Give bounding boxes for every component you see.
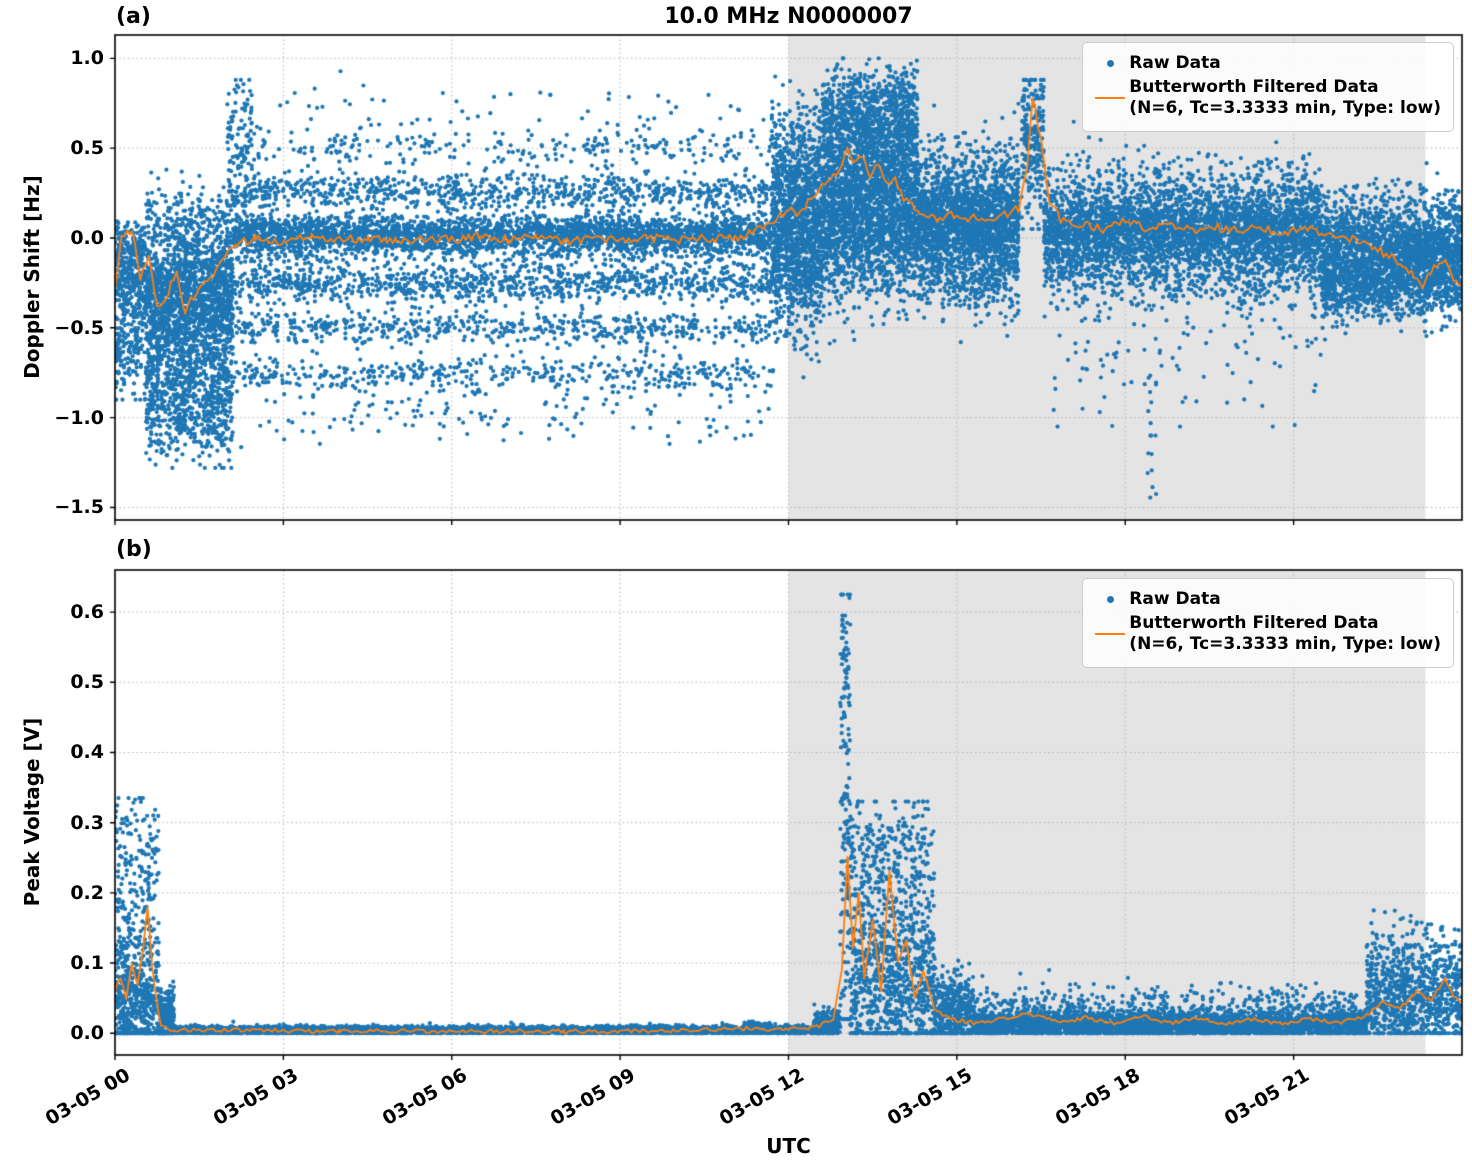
legend-raw-entry: Raw Data xyxy=(1091,589,1441,610)
legend-panel-b: Raw Data Butterworth Filtered Data (N=6,… xyxy=(1082,578,1454,668)
y-tick-label: 0.5 xyxy=(70,137,104,160)
raw-data-marker-icon xyxy=(1091,596,1129,603)
legend-raw-label: Raw Data xyxy=(1129,589,1221,609)
y-tick-label: −1.0 xyxy=(54,406,104,429)
legend-filtered-label: Butterworth Filtered Data xyxy=(1129,613,1379,633)
y-tick-label: −1.5 xyxy=(54,496,104,519)
y-tick-label: 0.6 xyxy=(70,601,104,624)
y-tick-label: 0.0 xyxy=(70,1022,104,1045)
y-tick-label: 1.0 xyxy=(70,47,104,70)
legend-raw-entry: Raw Data xyxy=(1091,53,1441,74)
y-tick-label: 0.2 xyxy=(70,881,104,904)
panel-a-label: (a) xyxy=(116,4,151,29)
y-tick-label: 0.3 xyxy=(70,811,104,834)
y-tick-label: 0.5 xyxy=(70,671,104,694)
raw-data-marker-icon xyxy=(1091,60,1129,67)
legend-raw-label: Raw Data xyxy=(1129,53,1221,73)
filtered-line-icon xyxy=(1091,97,1129,99)
y-tick-label: 0.1 xyxy=(70,952,104,975)
legend-filtered-sublabel: (N=6, Tc=3.3333 min, Type: low) xyxy=(1129,98,1441,118)
legend-filtered-entry: Butterworth Filtered Data (N=6, Tc=3.333… xyxy=(1091,77,1441,119)
filtered-line-icon xyxy=(1091,633,1129,635)
y-tick-label: −0.5 xyxy=(54,316,104,339)
legend-panel-a: Raw Data Butterworth Filtered Data (N=6,… xyxy=(1082,42,1454,132)
y-tick-label: 0.4 xyxy=(70,741,104,764)
chart-title: 10.0 MHz N0000007 xyxy=(664,4,913,29)
legend-filtered-label: Butterworth Filtered Data xyxy=(1129,77,1379,97)
panel-b-label: (b) xyxy=(116,537,152,562)
legend-filtered-sublabel: (N=6, Tc=3.3333 min, Type: low) xyxy=(1129,634,1441,654)
y-tick-label: 0.0 xyxy=(70,226,104,249)
legend-filtered-entry: Butterworth Filtered Data (N=6, Tc=3.333… xyxy=(1091,613,1441,655)
x-axis-label: UTC xyxy=(766,1134,811,1158)
